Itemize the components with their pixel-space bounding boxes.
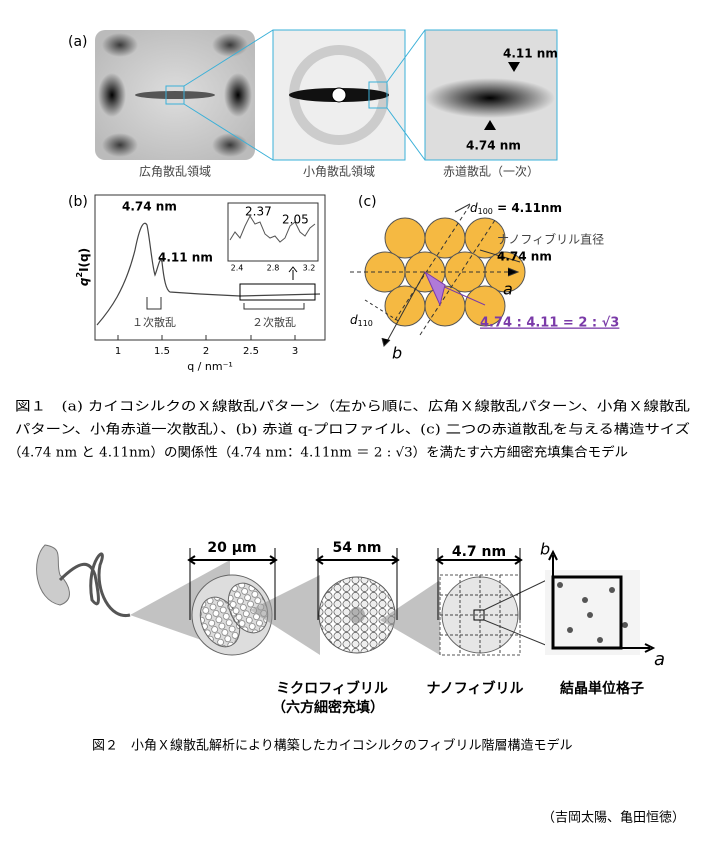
annotation: 4.74 nm: [466, 139, 521, 153]
tick-label: 1.5: [154, 346, 170, 357]
axis-label: q / nm⁻¹: [187, 360, 233, 373]
annotation: 4.11 nm: [503, 47, 558, 61]
axis-label: b: [540, 540, 550, 559]
annotation: d100 = 4.11nm: [470, 201, 562, 216]
tick-label: 2.5: [243, 346, 259, 357]
equatorial-image: [424, 29, 558, 161]
caption-line: パターン、小角赤道一次散乱）、(b) 赤道 q-プロファイル、(c) 二つの赤道…: [15, 422, 690, 438]
axis-label: a: [654, 649, 665, 670]
axis-label: q2I(q): [75, 248, 91, 286]
axis-label: a: [503, 280, 513, 299]
annotation: ２次散乱: [252, 315, 296, 329]
tick-label: 3.2: [303, 264, 316, 273]
annotation: d110: [350, 313, 373, 328]
structure-label: 結晶単位格子: [560, 680, 644, 697]
structure-label: ナノフィブリル: [426, 680, 523, 697]
image-caption: 広角散乱領域: [139, 164, 211, 179]
size-label: 4.7 nm: [452, 544, 506, 560]
annotation: 2.37: [245, 205, 272, 219]
panel-label: (b): [68, 194, 88, 210]
tick-label: 2: [203, 346, 209, 357]
annotation: 4.74 nm: [122, 200, 177, 214]
tick-label: 3: [292, 346, 298, 357]
annotation: ナノフィブリル直径: [497, 232, 604, 247]
authors: （吉岡太陽、亀田恒徳）: [542, 811, 685, 826]
annotation: 4.11 nm: [158, 251, 213, 265]
structure-label: （六方細密充填）: [272, 699, 384, 716]
small-angle-image: [272, 29, 406, 161]
caption: 図１ (a) カイコシルクのＸ線散乱パターン（左から順に、広角Ｘ線散乱パターン、…: [8, 399, 690, 461]
image-caption: 赤道散乱（一次）: [443, 164, 539, 179]
size-label: 20 µm: [207, 540, 256, 556]
hexagonal-model: [364, 217, 526, 327]
tick-label: 1: [115, 346, 121, 357]
axis-label: b: [392, 344, 402, 363]
profile-plot: [94, 194, 326, 341]
ratio: 4.74 : 4.11 = 2 : √3: [480, 316, 619, 331]
annotation: １次散乱: [132, 315, 176, 329]
image-caption: 小角散乱領域: [303, 164, 375, 179]
caption: 図２ 小角Ｘ線散乱解析により構築したカイコシルクのフィブリル階層構造モデル: [92, 738, 572, 754]
hierarchy-illustration: [36, 544, 656, 656]
wide-angle-image: [95, 30, 255, 160]
structure-label: ミクロフィブリル: [276, 680, 388, 697]
panel-label: (c): [358, 194, 377, 210]
annotation: 2.05: [282, 213, 309, 227]
lattice-lines: [350, 203, 521, 347]
tick-label: 2.4: [231, 264, 244, 273]
caption-line: 図１ (a) カイコシルクのＸ線散乱パターン（左から順に、広角Ｘ線散乱パターン、…: [15, 399, 690, 415]
size-label: 54 nm: [333, 540, 382, 556]
tick-label: 2.8: [267, 264, 280, 273]
annotation: 4.74 nm: [497, 250, 552, 264]
caption-line: （4.74 nm と 4.11nm）の関係性（4.74 nm：4.11nm ＝ …: [8, 445, 628, 461]
panel-label: (a): [68, 34, 88, 50]
